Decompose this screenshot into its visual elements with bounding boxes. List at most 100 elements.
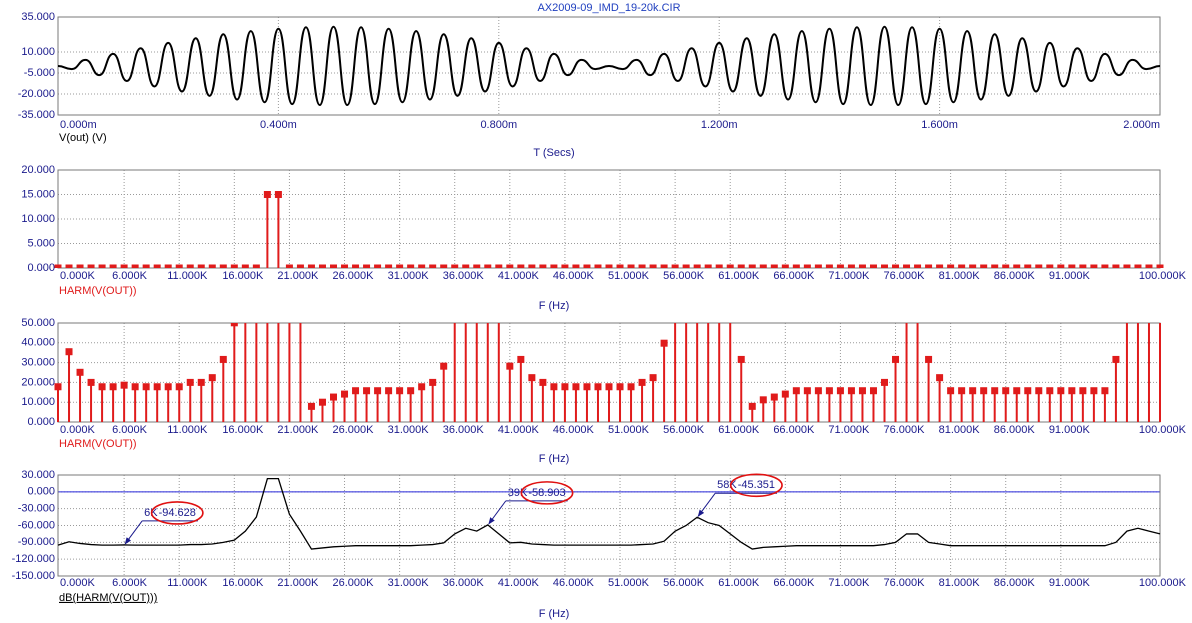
harmonic-marker bbox=[947, 387, 955, 395]
harmonic-marker bbox=[352, 264, 360, 268]
harmonic-marker bbox=[869, 264, 877, 268]
harmonic-marker bbox=[1057, 264, 1065, 268]
harmonic-marker bbox=[76, 264, 84, 268]
y-tick-label: -90.000 bbox=[18, 536, 55, 548]
annotation-arrow bbox=[488, 500, 507, 525]
x-tick-label: 86.000K bbox=[994, 424, 1036, 436]
harmonic-marker bbox=[748, 402, 756, 410]
harmonic-marker bbox=[847, 387, 855, 395]
harmonic-marker bbox=[285, 264, 293, 268]
harmonic-marker bbox=[318, 398, 326, 406]
x-tick-label: 11.000K bbox=[167, 577, 208, 589]
harmonic-marker bbox=[594, 383, 602, 391]
harmonic-marker bbox=[87, 264, 95, 268]
x-tick-label: 100.000K bbox=[1139, 270, 1187, 282]
harmonic-marker bbox=[109, 383, 117, 391]
y-tick-label: -35.000 bbox=[18, 109, 55, 121]
y-tick-label: 30.000 bbox=[21, 357, 55, 369]
harmonic-marker bbox=[131, 264, 139, 268]
x-tick-label: 16.000K bbox=[222, 270, 264, 282]
x-tick-label: 6.000K bbox=[112, 577, 148, 589]
harmonic-marker bbox=[153, 383, 161, 391]
harmonic-marker bbox=[385, 264, 393, 268]
harmonic-marker bbox=[991, 387, 999, 395]
x-tick-label: 36.000K bbox=[443, 424, 485, 436]
harmonic-marker bbox=[186, 264, 194, 268]
annotation-label: 58K bbox=[717, 479, 737, 491]
harmonic-marker bbox=[881, 378, 888, 386]
harmonic-marker bbox=[638, 264, 646, 268]
harmonic-marker bbox=[881, 264, 888, 268]
harmonic-marker bbox=[186, 378, 194, 386]
harmonic-marker bbox=[1013, 264, 1021, 268]
harmonic-marker bbox=[539, 264, 547, 268]
harmonic-marker bbox=[1068, 387, 1076, 395]
y-tick-label: 0.000 bbox=[27, 416, 55, 428]
y-tick-label: 50.000 bbox=[21, 317, 55, 329]
harmonic-marker bbox=[396, 264, 404, 268]
harmonic-marker bbox=[892, 264, 900, 268]
harmonic-marker bbox=[1079, 387, 1087, 395]
harmonic-marker bbox=[869, 387, 877, 395]
harmonic-marker bbox=[330, 393, 337, 401]
y-tick-label: -150.000 bbox=[12, 570, 55, 582]
x-tick-label: 76.000K bbox=[884, 424, 926, 436]
y-tick-label: 10.000 bbox=[21, 46, 55, 58]
harmonic-marker bbox=[605, 264, 613, 268]
y-tick-label: 15.000 bbox=[21, 188, 55, 200]
harmonic-marker bbox=[572, 264, 580, 268]
harmonic-marker bbox=[506, 264, 514, 268]
harmonic-marker bbox=[858, 264, 866, 268]
harmonic-marker bbox=[914, 264, 922, 268]
x-tick-label: 100.000K bbox=[1139, 577, 1187, 589]
harmonic-marker bbox=[825, 264, 833, 268]
annotation-value: -58.903 bbox=[528, 487, 565, 499]
plot-frame bbox=[57, 474, 1161, 577]
x-tick-label: 66.000K bbox=[773, 577, 815, 589]
harmonic-marker bbox=[252, 264, 260, 268]
x-tick-label: 41.000K bbox=[498, 577, 540, 589]
harmonic-marker bbox=[616, 383, 624, 391]
x-tick-label: 0.400m bbox=[260, 119, 297, 131]
data-line bbox=[57, 477, 1161, 550]
harmonic-marker bbox=[396, 387, 404, 395]
harmonic-marker bbox=[1024, 387, 1032, 395]
x-axis-title: F (Hz) bbox=[539, 300, 570, 312]
harmonic-marker bbox=[748, 264, 756, 268]
x-tick-label: 91.000K bbox=[1049, 577, 1091, 589]
x-tick-label: 76.000K bbox=[884, 270, 926, 282]
harmonic-marker bbox=[825, 387, 833, 395]
harmonic-marker bbox=[693, 264, 701, 268]
harmonic-marker bbox=[363, 387, 371, 395]
x-tick-label: 81.000K bbox=[939, 424, 981, 436]
harmonic-marker bbox=[1057, 387, 1065, 395]
annotation-highlight bbox=[729, 473, 783, 498]
harmonic-marker bbox=[814, 264, 822, 268]
harmonic-marker bbox=[407, 387, 415, 395]
plot-layer bbox=[57, 477, 1161, 550]
harmonic-marker bbox=[175, 264, 183, 268]
harmonic-marker bbox=[925, 264, 933, 268]
harmonic-marker bbox=[1013, 387, 1021, 395]
harmonic-marker bbox=[307, 264, 315, 268]
x-axis-title: F (Hz) bbox=[539, 608, 570, 620]
y-axis-name: V(out) (V) bbox=[59, 132, 107, 144]
x-tick-label: 26.000K bbox=[333, 424, 375, 436]
harmonic-marker bbox=[682, 264, 690, 268]
harmonic-marker bbox=[1145, 264, 1153, 268]
y-axis-name: dB(HARM(V(OUT))) bbox=[59, 592, 157, 604]
harmonic-marker bbox=[407, 264, 415, 268]
harmonic-marker bbox=[1079, 264, 1087, 268]
x-tick-label: 81.000K bbox=[939, 577, 981, 589]
harmonic-marker bbox=[847, 264, 855, 268]
harmonic-marker bbox=[65, 264, 73, 268]
harmonic-marker bbox=[440, 264, 448, 268]
x-tick-label: 71.000K bbox=[828, 270, 870, 282]
harmonic-marker bbox=[495, 264, 503, 268]
harmonic-marker bbox=[1068, 264, 1076, 268]
annotation-highlight bbox=[150, 501, 204, 525]
harmonic-marker bbox=[836, 387, 844, 395]
y-tick-label: 10.000 bbox=[21, 213, 55, 225]
harmonic-marker bbox=[418, 383, 426, 391]
